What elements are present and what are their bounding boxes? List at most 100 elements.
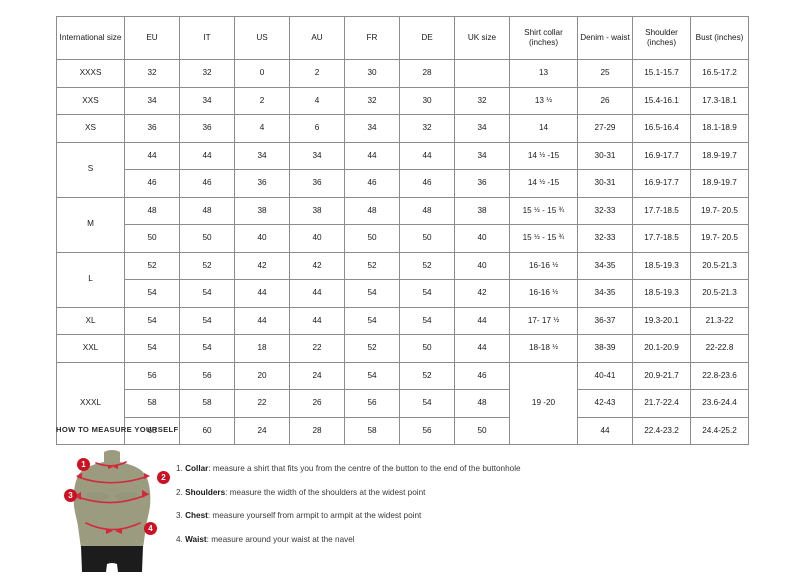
table-row: XXXL 56 56 20 24 54 52 46 19 -20 40-41 20.9-21.7 22… <box>56 361 749 445</box>
col-header-international-size: International size <box>56 16 125 60</box>
cell-denim-waist: 36-37 <box>577 306 633 335</box>
cell-denim-waist: 30-31 <box>577 169 633 198</box>
cell-uk-size <box>454 59 510 88</box>
measure-step-3: 3. Chest: measure yourself from armpit t… <box>176 511 756 522</box>
cell-bust: 16.5-17.2 <box>690 59 749 88</box>
table-header: International size EU IT US AU FR DE UK … <box>56 16 749 60</box>
cell-bust: 18.9-19.7 <box>690 169 749 198</box>
measure-guide-heading: HOW TO MEASURE YOURSELF <box>56 425 179 434</box>
cell-de: 32 <box>399 114 455 143</box>
cell-fr: 56 <box>344 389 400 418</box>
cell-au: 6 <box>289 114 345 143</box>
cell-it: 54 <box>179 334 235 363</box>
cell-au: 36 <box>289 169 345 198</box>
cell-eu: 56 <box>124 361 180 390</box>
measure-guide-section: HOW TO MEASURE YOURSELF <box>56 425 756 576</box>
cell-fr: 58 <box>344 416 400 445</box>
cell-uk-size: 40 <box>454 251 510 280</box>
cell-shirt-collar: 15 ½ - 15 ¾ <box>509 224 578 253</box>
cell-shirt-collar: 17- 17 ½ <box>509 306 578 335</box>
cell-au: 22 <box>289 334 345 363</box>
cell-it: 36 <box>179 114 235 143</box>
cell-us: 34 <box>234 141 290 170</box>
cell-it: 52 <box>179 251 235 280</box>
cell-eu: 52 <box>124 251 180 280</box>
cell-shoulder: 21.7-22.4 <box>632 389 691 418</box>
cell-bust: 19.7- 20.5 <box>690 196 749 225</box>
cell-fr: 30 <box>344 59 400 88</box>
col-header-shoulder: Shoulder (inches) <box>632 16 691 60</box>
cell-denim-waist: 42-43 <box>577 389 633 418</box>
cell-shoulder: 16.5-16.4 <box>632 114 691 143</box>
cell-uk-size: 40 <box>454 224 510 253</box>
cell-fr: 52 <box>344 251 400 280</box>
cell-it: 46 <box>179 169 235 198</box>
cell-bust: 17.3-18.1 <box>690 86 749 115</box>
cell-fr: 54 <box>344 279 400 308</box>
cell-de: 54 <box>399 389 455 418</box>
cell-au: 28 <box>289 416 345 445</box>
table-row: 60 60 24 28 58 56 50 44 22.4-23.2 24.4-25.2 <box>57 416 749 445</box>
cell-shirt-collar: 16-16 ½ <box>509 279 578 308</box>
col-header-uk-size: UK size <box>454 16 510 60</box>
cell-it: 34 <box>179 86 235 115</box>
cell-eu: 54 <box>124 306 180 335</box>
cell-shoulder: 22.4-23.2 <box>632 416 691 445</box>
cell-fr: 50 <box>344 224 400 253</box>
measure-guide-body: 1 2 3 4 1. Collar: measure a shirt that … <box>56 446 756 576</box>
cell-international-size: XXXS <box>56 59 125 88</box>
table-row: XXXS 32 32 0 2 30 28 13 25 15.1-15.7 16.5-17.2 <box>56 59 749 88</box>
cell-fr: 44 <box>344 141 400 170</box>
cell-au: 24 <box>289 361 345 390</box>
cell-international-size: XL <box>56 306 125 335</box>
cell-de: 44 <box>399 141 455 170</box>
cell-denim-waist: 27-29 <box>577 114 633 143</box>
cell-shoulder: 20.9-21.7 <box>632 361 691 390</box>
cell-denim-waist: 25 <box>577 59 633 88</box>
cell-shirt-collar: 18-18 ½ <box>509 334 578 363</box>
col-header-shirt-collar: Shirt collar (inches) <box>509 16 578 60</box>
cell-it: 48 <box>179 196 235 225</box>
cell-shirt-collar: 14 ½ -15 <box>509 169 578 198</box>
cell-it: 58 <box>179 389 235 418</box>
col-header-it: IT <box>179 16 235 60</box>
table-row: 58 58 22 26 56 54 48 42-43 21.7-22.4 23.6-24.4 <box>57 389 749 418</box>
cell-eu: 50 <box>124 224 180 253</box>
col-header-us: US <box>234 16 290 60</box>
cell-it: 44 <box>179 141 235 170</box>
col-header-fr: FR <box>344 16 400 60</box>
cell-us: 24 <box>234 416 290 445</box>
measure-step-text: : measure a shirt that fits you from the… <box>208 464 521 473</box>
cell-shirt-collar: 14 ½ -15 <box>509 141 578 170</box>
mannequin-diagram-icon <box>73 450 151 572</box>
cell-us: 40 <box>234 224 290 253</box>
cell-au: 40 <box>289 224 345 253</box>
cell-denim-waist: 26 <box>577 86 633 115</box>
measure-step-text: : measure yourself from armpit to armpit… <box>207 511 422 521</box>
cell-shoulder: 18.5-19.3 <box>632 279 691 308</box>
cell-au: 38 <box>289 196 345 225</box>
col-header-eu: EU <box>124 16 180 60</box>
cell-eu: 46 <box>124 169 180 198</box>
table-row: 46 46 36 36 46 46 36 14 ½ -15 30-31 16.9-17.7 18.9… <box>57 169 749 198</box>
cell-uk-size: 48 <box>454 389 510 418</box>
cell-eu: 34 <box>124 86 180 115</box>
table-row: XL 54 54 44 44 54 54 44 17- 17 ½ 36-37 19.3-20.1 21… <box>56 306 749 335</box>
mannequin-figure-container: 1 2 3 4 <box>56 446 176 576</box>
cell-uk-size: 50 <box>454 416 510 445</box>
measure-step-number: 3. <box>176 511 183 521</box>
table-row: L 52 52 42 42 52 52 40 16-16 ½ 34-35 18.5-19.3 20.5… <box>56 251 749 308</box>
cell-de: 28 <box>399 59 455 88</box>
cell-bust: 20.5-21.3 <box>690 279 749 308</box>
cell-eu: 44 <box>124 141 180 170</box>
cell-bust: 22.8-23.6 <box>690 361 749 390</box>
cell-denim-waist: 34-35 <box>577 251 633 280</box>
cell-us: 38 <box>234 196 290 225</box>
cell-bust: 18.1-18.9 <box>690 114 749 143</box>
cell-shoulder: 17.7-18.5 <box>632 224 691 253</box>
cell-de: 54 <box>399 279 455 308</box>
measure-badge-4: 4 <box>144 522 157 535</box>
measure-step-4: 4. Waist: measure around your waist at t… <box>176 535 756 546</box>
cell-fr: 34 <box>344 114 400 143</box>
cell-denim-waist: 40-41 <box>577 361 633 390</box>
